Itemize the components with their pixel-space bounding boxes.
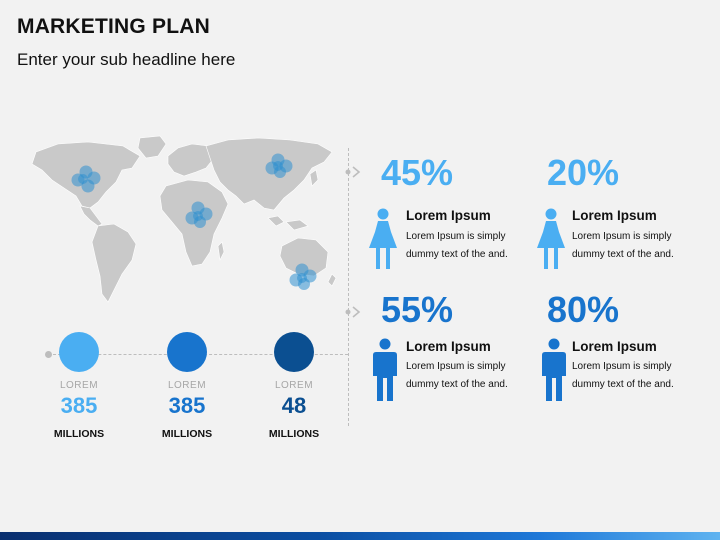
item-title: Lorem Ipsum (572, 339, 657, 354)
item-description: Lorem Ipsum is simply dummy text of the … (406, 231, 508, 260)
item-description: Lorem Ipsum is simply dummy text of the … (572, 361, 674, 390)
percent-value: 45% (381, 152, 454, 193)
percent-value: 80% (547, 289, 620, 330)
stat-unit: MILLIONS (268, 428, 320, 440)
stat-circle (274, 332, 314, 372)
stat-label: LOREM (167, 380, 207, 391)
location-cluster-icon (71, 153, 317, 290)
female-person-icon (369, 208, 397, 269)
male-person-icon (373, 338, 397, 401)
stat-block: LOREM 385 MILLIONS (137, 332, 237, 440)
stat-label: LOREM (274, 380, 314, 391)
percent-value: 55% (381, 289, 454, 330)
chevron-right-icon (345, 306, 361, 318)
stat-value: 48 (281, 393, 307, 418)
chevron-right-icon (345, 166, 361, 178)
page-subtitle: Enter your sub headline here (17, 50, 236, 69)
item-title: Lorem Ipsum (572, 208, 657, 223)
divider-dot (45, 351, 52, 358)
stat-value: 385 (168, 393, 206, 418)
page-title: MARKETING PLAN (17, 15, 210, 38)
stat-circle (167, 332, 207, 372)
stat-block: LOREM 385 MILLIONS (29, 332, 129, 440)
item-title: Lorem Ipsum (406, 208, 491, 223)
vertical-divider (348, 148, 349, 426)
world-map-icon (31, 135, 337, 303)
stat-block: LOREM 48 MILLIONS (244, 332, 344, 440)
item-description: Lorem Ipsum is simply dummy text of the … (406, 361, 508, 390)
item-description: Lorem Ipsum is simply dummy text of the … (572, 231, 674, 260)
stat-unit: MILLIONS (161, 428, 213, 440)
footer-bar (0, 532, 720, 540)
male-person-icon (542, 338, 566, 401)
stat-label: LOREM (59, 380, 99, 391)
stat-value: 385 (60, 393, 98, 418)
female-person-icon (537, 208, 565, 269)
item-title: Lorem Ipsum (406, 339, 491, 354)
percent-value: 20% (547, 152, 620, 193)
stat-unit: MILLIONS (53, 428, 105, 440)
stat-circle (59, 332, 99, 372)
